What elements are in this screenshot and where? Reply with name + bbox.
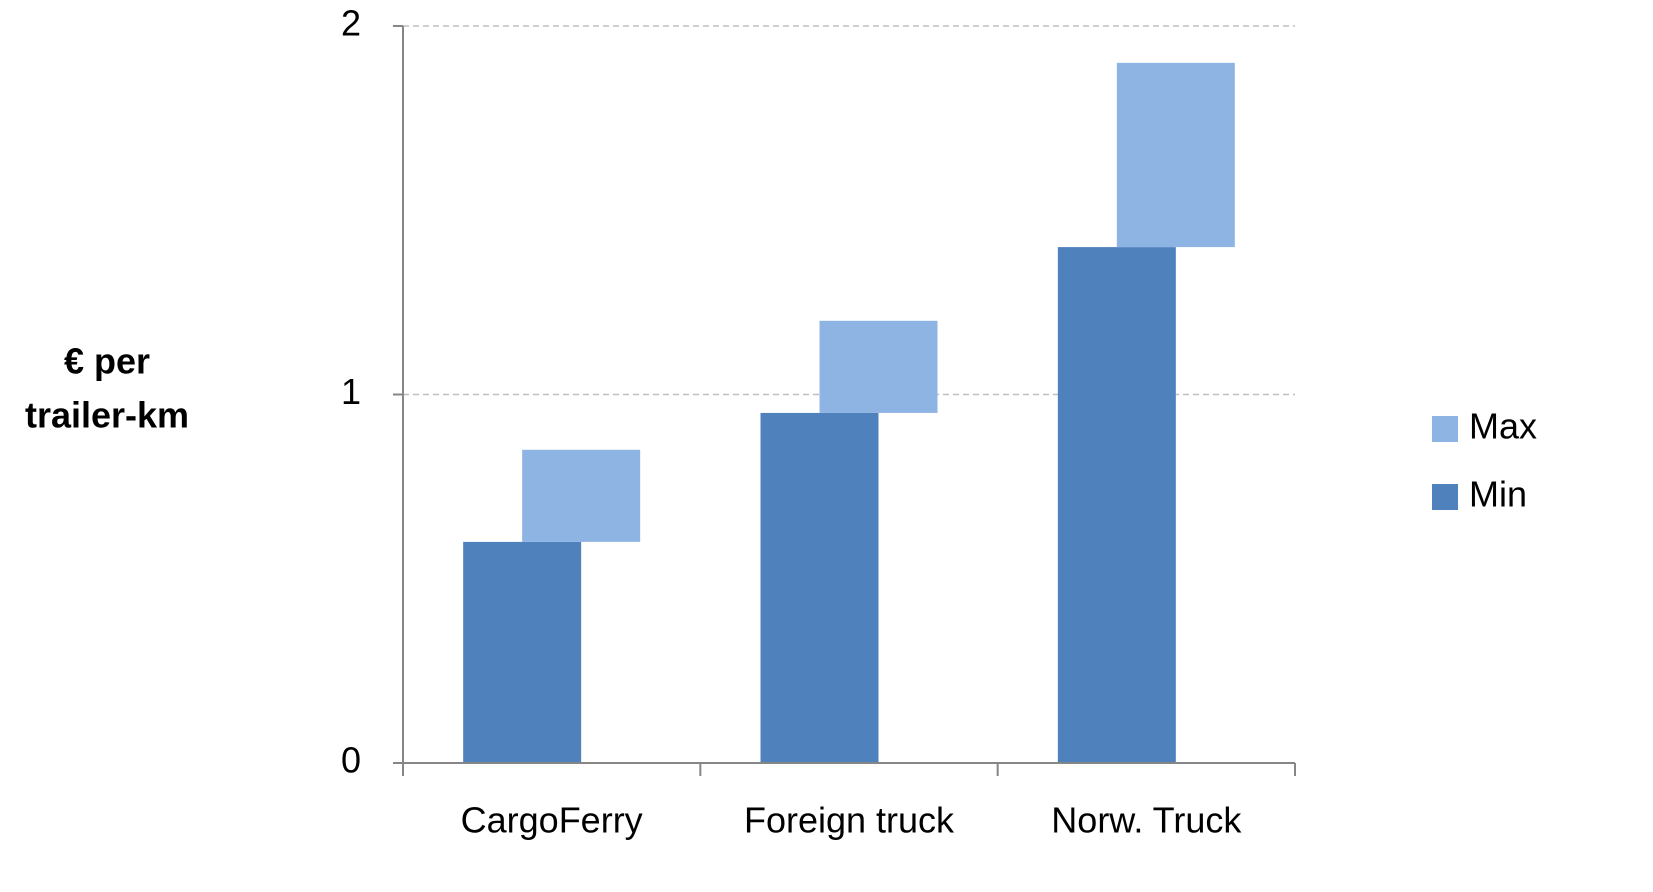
x-tick-label: Norw. Truck <box>1051 800 1242 841</box>
bar-min <box>1057 247 1176 764</box>
x-tick-label: Foreign truck <box>744 800 955 841</box>
bar-min <box>463 541 582 763</box>
legend-swatch <box>1432 484 1458 510</box>
y-tick-label: 0 <box>341 740 361 781</box>
y-tick-label: 2 <box>341 3 361 44</box>
y-tick-label: 1 <box>341 371 361 412</box>
legend-swatch <box>1432 416 1458 442</box>
bar-max <box>522 449 641 542</box>
bar-max <box>819 320 938 413</box>
legend-label: Min <box>1469 474 1527 515</box>
legend-label: Max <box>1469 406 1537 447</box>
bar-max <box>1116 62 1235 248</box>
bar-min <box>760 412 879 763</box>
x-tick-label: CargoFerry <box>461 800 643 841</box>
y-axis-label: € per <box>64 341 150 382</box>
y-axis-label: trailer-km <box>25 395 189 436</box>
